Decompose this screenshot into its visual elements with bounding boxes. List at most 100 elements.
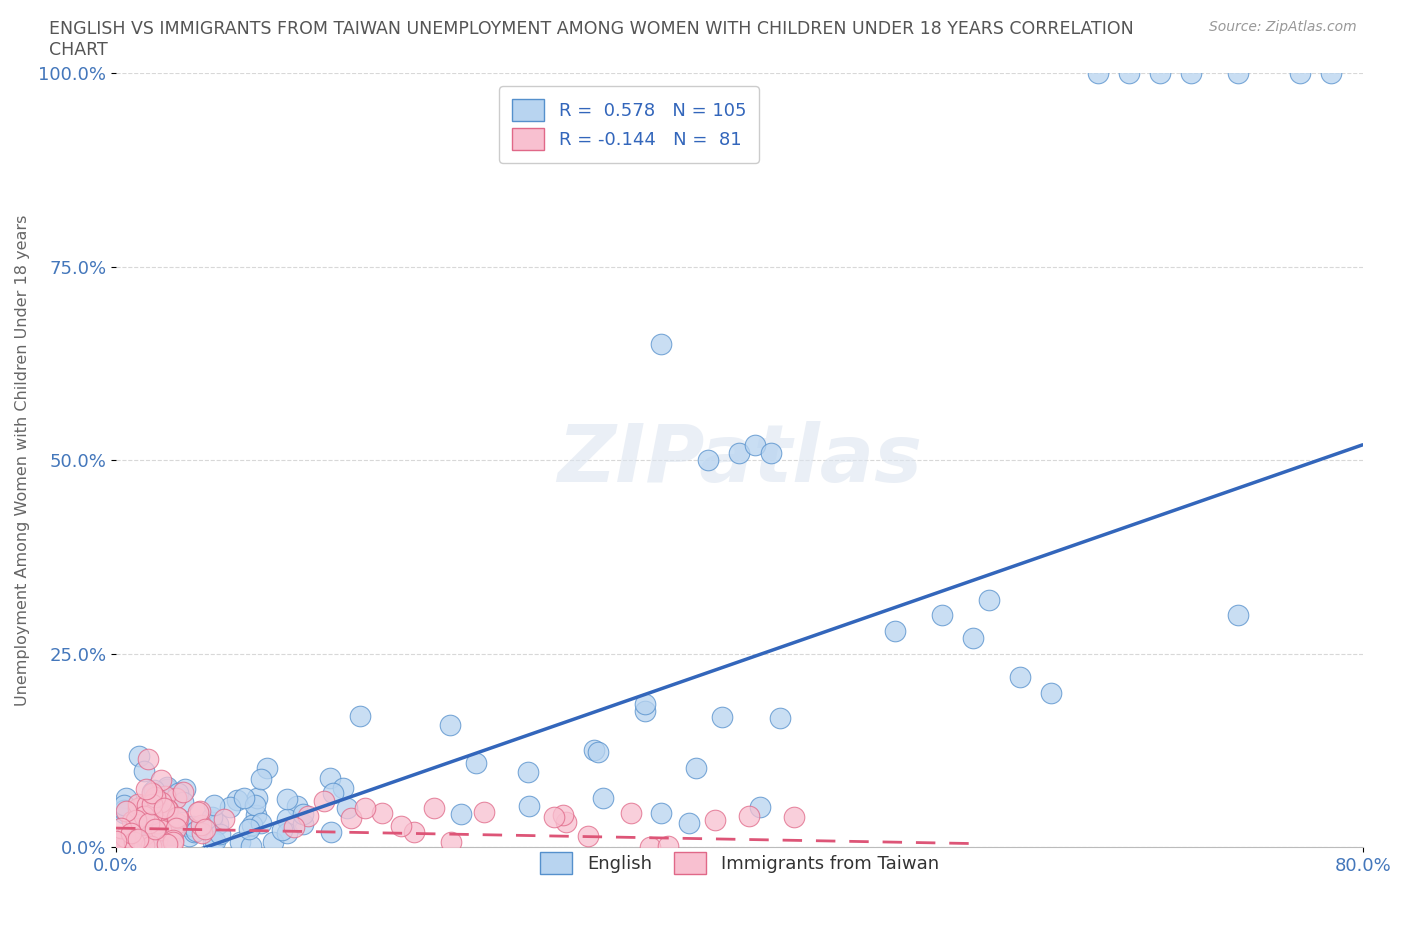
- Text: ZIPatlas: ZIPatlas: [557, 421, 922, 499]
- Point: [225, 792, 247, 807]
- Point: [105, 833, 128, 848]
- Point: [159, 828, 181, 843]
- Point: [208, 826, 231, 841]
- Point: [450, 806, 472, 821]
- Point: [1289, 66, 1312, 81]
- Point: [271, 822, 294, 837]
- Point: [162, 832, 184, 847]
- Point: [179, 829, 201, 844]
- Point: [576, 829, 599, 844]
- Point: [115, 836, 138, 851]
- Point: [135, 782, 157, 797]
- Point: [127, 797, 149, 812]
- Point: [207, 817, 229, 831]
- Point: [141, 785, 163, 800]
- Point: [121, 837, 143, 852]
- Point: [134, 808, 156, 823]
- Point: [184, 824, 207, 839]
- Point: [128, 749, 150, 764]
- Point: [152, 801, 174, 816]
- Point: [201, 815, 224, 830]
- Point: [149, 773, 172, 788]
- Point: [150, 822, 173, 837]
- Point: [143, 822, 166, 837]
- Point: [592, 790, 614, 805]
- Point: [423, 801, 446, 816]
- Point: [285, 798, 308, 813]
- Point: [148, 813, 170, 828]
- Point: [962, 631, 984, 645]
- Point: [440, 835, 463, 850]
- Point: [143, 782, 166, 797]
- Point: [517, 764, 540, 779]
- Point: [134, 764, 156, 778]
- Point: [135, 806, 157, 821]
- Point: [389, 819, 412, 834]
- Point: [232, 790, 254, 805]
- Point: [634, 697, 657, 711]
- Point: [125, 813, 148, 828]
- Point: [582, 743, 605, 758]
- Point: [167, 785, 190, 800]
- Point: [190, 817, 212, 832]
- Point: [240, 817, 263, 832]
- Point: [759, 445, 782, 460]
- Point: [129, 817, 152, 831]
- Point: [249, 772, 271, 787]
- Point: [276, 812, 298, 827]
- Point: [111, 840, 134, 855]
- Point: [125, 812, 148, 827]
- Point: [276, 826, 298, 841]
- Point: [183, 825, 205, 840]
- Point: [439, 718, 461, 733]
- Point: [110, 821, 132, 836]
- Point: [187, 804, 209, 819]
- Point: [245, 808, 267, 823]
- Point: [146, 816, 169, 830]
- Point: [1226, 66, 1249, 81]
- Point: [153, 789, 176, 804]
- Point: [519, 799, 541, 814]
- Point: [132, 828, 155, 843]
- Point: [135, 804, 157, 819]
- Point: [166, 811, 188, 826]
- Point: [172, 794, 194, 809]
- Point: [132, 808, 155, 823]
- Point: [728, 445, 751, 460]
- Point: [1149, 66, 1171, 81]
- Point: [191, 826, 214, 841]
- Point: [194, 822, 217, 837]
- Point: [769, 711, 792, 725]
- Point: [1118, 66, 1140, 81]
- Point: [262, 834, 284, 849]
- Point: [142, 794, 165, 809]
- Point: [256, 761, 278, 776]
- Point: [297, 808, 319, 823]
- Point: [738, 808, 761, 823]
- Point: [138, 839, 160, 854]
- Y-axis label: Unemployment Among Women with Children Under 18 years: Unemployment Among Women with Children U…: [15, 215, 30, 706]
- Point: [143, 790, 166, 804]
- Point: [371, 805, 394, 820]
- Point: [678, 816, 700, 830]
- Point: [166, 820, 188, 835]
- Point: [276, 791, 298, 806]
- Point: [543, 809, 565, 824]
- Point: [172, 785, 194, 800]
- Point: [136, 751, 159, 766]
- Point: [181, 819, 204, 834]
- Point: [218, 799, 240, 814]
- Point: [314, 793, 336, 808]
- Point: [744, 437, 766, 452]
- Point: [132, 798, 155, 813]
- Point: [121, 814, 143, 829]
- Point: [139, 838, 162, 853]
- Point: [697, 453, 720, 468]
- Legend: English, Immigrants from Taiwan: English, Immigrants from Taiwan: [533, 844, 946, 881]
- Point: [238, 822, 260, 837]
- Text: CHART: CHART: [49, 41, 108, 59]
- Point: [112, 805, 135, 820]
- Point: [141, 807, 163, 822]
- Point: [162, 835, 184, 850]
- Point: [204, 833, 226, 848]
